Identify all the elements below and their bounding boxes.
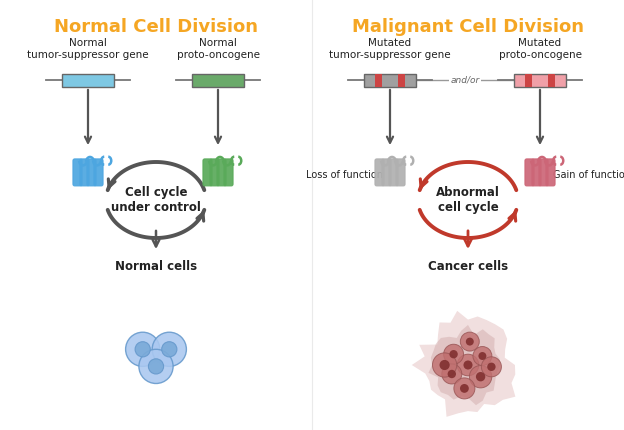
- FancyBboxPatch shape: [546, 159, 555, 186]
- Text: Abnormal
cell cycle: Abnormal cell cycle: [436, 186, 500, 214]
- Circle shape: [162, 342, 177, 357]
- Circle shape: [469, 366, 492, 388]
- Circle shape: [432, 353, 457, 377]
- Circle shape: [149, 359, 163, 374]
- Bar: [548, 74, 555, 86]
- FancyBboxPatch shape: [80, 159, 89, 186]
- Circle shape: [481, 357, 502, 377]
- FancyBboxPatch shape: [396, 159, 405, 186]
- FancyBboxPatch shape: [203, 159, 212, 186]
- Circle shape: [135, 342, 150, 357]
- FancyBboxPatch shape: [87, 159, 96, 186]
- Text: Gain of function: Gain of function: [553, 170, 624, 180]
- Circle shape: [447, 370, 456, 378]
- FancyBboxPatch shape: [73, 159, 82, 186]
- FancyBboxPatch shape: [62, 74, 114, 86]
- Bar: [525, 74, 532, 86]
- FancyBboxPatch shape: [525, 159, 534, 186]
- Circle shape: [139, 349, 173, 384]
- Text: Cancer cells: Cancer cells: [428, 260, 508, 273]
- Text: Normal Cell Division: Normal Cell Division: [54, 18, 258, 36]
- FancyBboxPatch shape: [94, 159, 103, 186]
- FancyBboxPatch shape: [364, 74, 416, 86]
- Circle shape: [457, 354, 479, 376]
- Circle shape: [473, 347, 492, 366]
- Circle shape: [476, 372, 485, 381]
- Text: Mutated
proto-oncogene: Mutated proto-oncogene: [499, 38, 582, 60]
- Circle shape: [152, 332, 187, 366]
- FancyBboxPatch shape: [514, 74, 566, 86]
- FancyBboxPatch shape: [192, 74, 244, 86]
- Circle shape: [461, 332, 479, 351]
- Text: Normal
tumor-suppressor gene: Normal tumor-suppressor gene: [27, 38, 149, 60]
- Circle shape: [125, 332, 160, 366]
- FancyBboxPatch shape: [539, 159, 548, 186]
- FancyBboxPatch shape: [389, 159, 398, 186]
- Text: Normal
proto-oncogene: Normal proto-oncogene: [177, 38, 260, 60]
- Text: Normal cells: Normal cells: [115, 260, 197, 273]
- Circle shape: [487, 362, 495, 371]
- FancyBboxPatch shape: [224, 159, 233, 186]
- FancyBboxPatch shape: [210, 159, 219, 186]
- FancyBboxPatch shape: [217, 159, 226, 186]
- Circle shape: [464, 360, 472, 369]
- FancyBboxPatch shape: [532, 159, 541, 186]
- Bar: [398, 74, 405, 86]
- Circle shape: [460, 384, 469, 393]
- Circle shape: [442, 364, 462, 384]
- Text: Mutated
tumor-suppressor gene: Mutated tumor-suppressor gene: [329, 38, 451, 60]
- Circle shape: [449, 350, 458, 358]
- Circle shape: [479, 352, 486, 360]
- Polygon shape: [412, 311, 515, 417]
- Text: Cell cycle
under control: Cell cycle under control: [111, 186, 201, 214]
- FancyBboxPatch shape: [375, 159, 384, 186]
- Circle shape: [466, 338, 474, 346]
- Circle shape: [454, 378, 475, 399]
- Text: Malignant Cell Division: Malignant Cell Division: [352, 18, 584, 36]
- Circle shape: [444, 344, 464, 364]
- Polygon shape: [429, 325, 500, 405]
- Bar: [375, 74, 382, 86]
- FancyBboxPatch shape: [382, 159, 391, 186]
- Text: and/or: and/or: [451, 76, 480, 85]
- Circle shape: [439, 360, 450, 370]
- Text: Loss of function: Loss of function: [306, 170, 384, 180]
